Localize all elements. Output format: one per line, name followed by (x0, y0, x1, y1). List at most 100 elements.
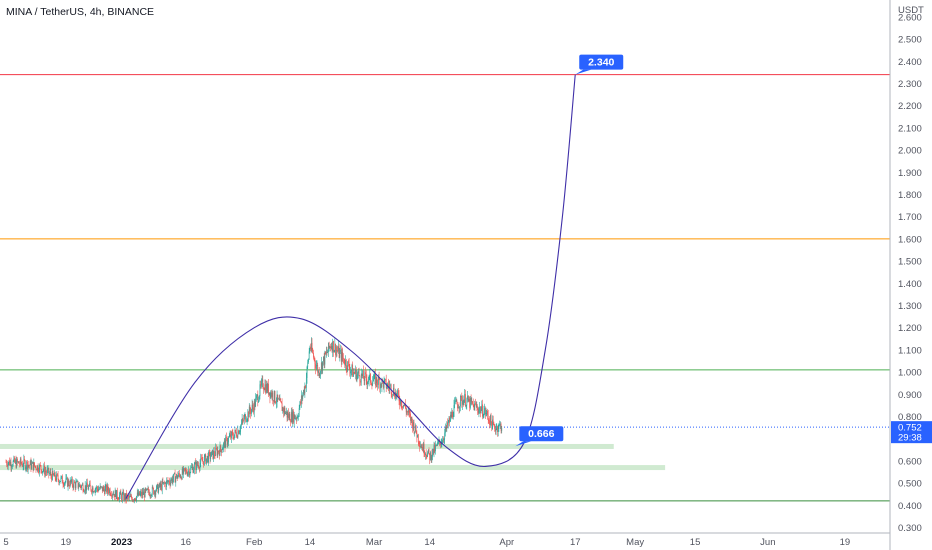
candle-body (141, 491, 143, 496)
candle-body (159, 483, 160, 488)
y-tick-label: 2.300 (898, 79, 922, 90)
y-tick-label: 0.400 (898, 501, 922, 512)
candle-body (288, 414, 290, 419)
candle-body (281, 403, 283, 412)
candle-body (473, 404, 475, 411)
candle-body (110, 494, 112, 496)
candle-body (258, 396, 260, 401)
candle-body (283, 408, 285, 413)
candle-body (354, 372, 356, 374)
candle-body (201, 458, 203, 462)
candle-body (445, 426, 447, 429)
candle-body (412, 422, 414, 429)
candle-body (403, 405, 405, 406)
candle-body (157, 484, 159, 493)
candle-body (443, 439, 445, 441)
candle-body (481, 404, 483, 410)
candle-body (499, 423, 501, 425)
candle-body (383, 381, 384, 388)
candle-body (381, 379, 383, 387)
y-tick-label: 0.800 (898, 412, 922, 423)
candle-body (406, 411, 408, 413)
candle-body (67, 480, 69, 487)
candle-body (323, 356, 325, 365)
candle-body (490, 415, 492, 423)
candle-body (182, 469, 184, 474)
candle-body (239, 430, 241, 432)
candle-body (6, 462, 8, 465)
candle-body (408, 410, 410, 413)
candle-body (336, 349, 338, 351)
candle-body (163, 482, 164, 484)
candle-body (482, 404, 483, 417)
candle-body (106, 485, 108, 493)
candle-body (434, 445, 436, 452)
candle-body (109, 489, 111, 495)
candle-body (27, 461, 28, 470)
candle-body (409, 412, 411, 414)
candle-body (12, 465, 13, 467)
candle-body (162, 481, 164, 484)
candle-body (492, 419, 493, 430)
candle-body (198, 465, 199, 468)
candle-body (97, 488, 99, 492)
candle-body (425, 453, 426, 456)
candle-body (268, 392, 270, 395)
candle-body (160, 483, 162, 487)
candle-body (81, 485, 82, 488)
candle-body (497, 428, 499, 433)
candle-body (187, 472, 189, 476)
candle-body (13, 457, 15, 461)
candle-body (228, 436, 230, 438)
candle-body (268, 383, 269, 395)
candle-body (80, 486, 82, 488)
candle-body (321, 362, 323, 371)
candle-body (355, 369, 356, 374)
candle-body (109, 489, 110, 493)
candle-body (444, 432, 446, 440)
candle-body (280, 398, 281, 402)
candle-body (229, 434, 231, 437)
candle-body (19, 463, 20, 465)
candle-body (383, 380, 385, 388)
candle-body (353, 371, 354, 377)
candle-body (37, 465, 39, 472)
candle-body (435, 444, 437, 446)
candle-body (255, 398, 257, 407)
candle-body (79, 484, 80, 487)
candle-body (104, 487, 106, 495)
candle-body (350, 370, 352, 372)
candle-body (330, 345, 332, 349)
candle-body (138, 491, 140, 496)
candle-body (286, 411, 288, 418)
candle-body (466, 399, 468, 406)
candle-body (86, 482, 88, 487)
candle-body (369, 373, 371, 376)
candle-body (401, 406, 403, 407)
candle-body (154, 491, 155, 495)
candle-body (119, 491, 121, 496)
candle-body (384, 379, 386, 381)
candle-body (485, 408, 486, 415)
candle-body (315, 366, 317, 369)
candle-body (32, 462, 34, 471)
candle-body (166, 480, 167, 487)
candle-body (164, 482, 165, 484)
candle-body (237, 430, 239, 438)
candle-body (115, 490, 117, 500)
candle-body (365, 373, 367, 380)
candle-body (37, 465, 38, 471)
candle-body (478, 409, 480, 413)
candle-body (136, 492, 138, 497)
candle-body (15, 460, 17, 468)
candle-body (178, 472, 180, 475)
candle-body (211, 451, 212, 457)
candle-body (460, 395, 462, 398)
candle-body (30, 460, 32, 469)
candle-body (404, 404, 406, 406)
candle-body (99, 488, 100, 490)
candle-body (14, 460, 16, 463)
candle-body (233, 434, 235, 440)
candle-body (449, 418, 451, 422)
